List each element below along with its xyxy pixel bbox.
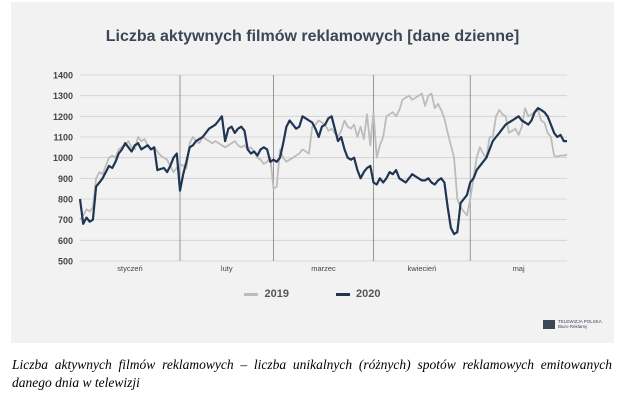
tvp-logo-text: TELEWIZJA POLSKA Biuro Reklamy [558,319,602,329]
y-tick-label: 600 [58,236,73,246]
y-tick-label: 1000 [53,153,73,163]
series-line-2019 [79,92,568,221]
legend-item-2020: 2020 [336,288,381,300]
month-label: maj [513,264,525,273]
month-label: marzec [311,264,336,273]
y-tick-label: 1400 [53,71,73,81]
chart-figure: Liczba aktywnych filmów reklamowych [dan… [11,2,614,343]
month-label: kwiecień [407,264,436,273]
tvp-logo-mark [543,319,555,329]
y-tick-label: 700 [58,215,73,225]
series-line-2020 [78,106,567,236]
month-label: styczeń [117,264,142,273]
month-label: luty [221,264,233,273]
month-label-layer: styczeń luty marzec kwiecień maj [117,264,525,273]
legend-label-2020: 2020 [356,288,381,300]
grid-layer [80,74,567,262]
chart-plot: 500 600 700 800 900 1000 1100 1200 1300 1400 styc… [53,71,568,273]
y-tick-label: 1200 [53,112,73,122]
y-tick-label: 1100 [53,133,73,143]
tvp-logo: TELEWIZJA POLSKA Biuro Reklamy [543,319,602,329]
y-tick-label: 1300 [53,91,73,101]
legend-swatch-2019 [244,292,259,296]
y-tick-label: 900 [58,174,73,184]
y-tick-label: 800 [58,195,73,205]
legend: 2019 2020 [11,288,614,300]
legend-swatch-2020 [336,292,351,296]
y-tick-label: 500 [58,257,73,267]
figure-caption: Liczba aktywnych filmów reklamowych – li… [12,357,612,390]
legend-label-2019: 2019 [264,288,289,300]
tvp-logo-line1: TELEWIZJA POLSKA [558,319,602,324]
chart-title: Liczba aktywnych filmów reklamowych [dan… [105,28,520,45]
tvp-logo-line2: Biuro Reklamy [558,324,588,329]
series-layer [78,92,568,236]
y-tick-layer: 500 600 700 800 900 1000 1100 1200 1300 1400 [53,71,73,267]
legend-item-2019: 2019 [244,288,289,300]
